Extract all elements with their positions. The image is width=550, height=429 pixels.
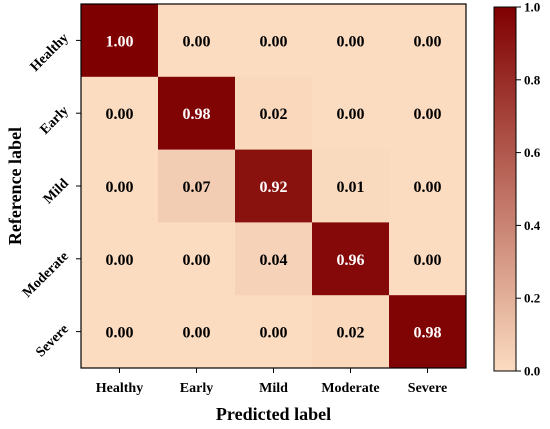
cell-value-label: 0.00 <box>106 252 134 269</box>
y-tick-label: Early <box>38 103 72 137</box>
heatmap-cell <box>389 149 467 223</box>
colorbar <box>493 6 517 372</box>
heatmap-cell <box>158 149 236 223</box>
heatmap-cell <box>81 295 159 369</box>
heatmap-cell <box>235 149 313 223</box>
heatmap-cell <box>81 76 159 151</box>
heatmap-cells: 1.00 0.00 0.00 0.00 0.00 0.00 0.98 0.02 0.00 0.00… <box>81 4 467 369</box>
cell-value-label: 0.00 <box>183 325 211 342</box>
cell-value-label: 0.00 <box>106 106 134 123</box>
heatmap-cell <box>81 222 159 296</box>
cell-value-label: 0.01 <box>337 179 365 196</box>
cell-value-label: 0.00 <box>260 33 288 50</box>
cell-value-label: 0.00 <box>106 325 134 342</box>
cell-value-label: 0.07 <box>183 179 211 196</box>
colorbar-tick-label: 0.2 <box>524 291 540 306</box>
x-tick-label: Moderate <box>321 381 379 396</box>
cell-value-label: 0.98 <box>183 106 211 123</box>
y-tick-label: Healthy <box>28 31 72 75</box>
heatmap-cell <box>389 76 467 151</box>
cell-value-label: 0.00 <box>414 252 442 269</box>
cell-value-label: 0.00 <box>106 179 134 196</box>
heatmap-cell <box>312 4 390 78</box>
x-tick-label: Severe <box>408 381 447 396</box>
y-tick-label: Mild <box>41 176 72 207</box>
heatmap-cell <box>158 295 236 369</box>
colorbar-ticks: 0.0 0.2 0.4 0.6 0.8 1.0 <box>516 0 541 379</box>
colorbar-tick-label: 0.4 <box>524 218 541 233</box>
heatmap-cell <box>389 4 467 78</box>
y-tick-label: Moderate <box>20 249 72 301</box>
heatmap-cell <box>312 76 390 151</box>
heatmap-cell <box>235 4 313 78</box>
cell-value-label: 0.92 <box>260 179 288 196</box>
y-axis-title: Reference label <box>5 127 25 245</box>
heatmap-cell <box>312 149 390 223</box>
cell-value-label: 0.04 <box>260 252 288 269</box>
cell-value-label: 0.00 <box>414 106 442 123</box>
x-tick-labels: Healthy Early Mild Moderate Severe <box>96 368 447 396</box>
y-tick-label: Severe <box>33 322 71 360</box>
colorbar-tick-label: 1.0 <box>524 0 540 15</box>
y-tick-labels: Healthy Early Mild Moderate Severe <box>20 31 81 360</box>
heatmap-cell <box>81 149 159 223</box>
heatmap-cell <box>81 4 159 78</box>
heatmap-cell <box>389 222 467 296</box>
x-tick-label: Healthy <box>96 381 143 396</box>
heatmap-cell <box>312 222 390 296</box>
cell-value-label: 0.00 <box>183 252 211 269</box>
cell-value-label: 0.00 <box>260 325 288 342</box>
heatmap-cell <box>235 295 313 369</box>
heatmap-cell <box>235 76 313 151</box>
cell-value-label: 0.02 <box>260 106 288 123</box>
cell-value-label: 0.96 <box>337 252 365 269</box>
heatmap-cell <box>312 295 390 369</box>
cell-value-label: 1.00 <box>106 33 134 50</box>
x-tick-label: Early <box>180 381 213 396</box>
heatmap-cell <box>389 295 467 369</box>
heatmap-cell <box>158 4 236 78</box>
heatmap-cell <box>158 76 236 151</box>
cell-value-label: 0.00 <box>337 106 365 123</box>
colorbar-tick-label: 0.0 <box>524 364 540 379</box>
colorbar-tick-label: 0.8 <box>524 72 541 87</box>
x-tick-label: Mild <box>259 381 288 396</box>
cell-value-label: 0.98 <box>414 325 442 342</box>
heatmap-cell <box>235 222 313 296</box>
cell-value-label: 0.00 <box>414 179 442 196</box>
x-axis-title: Predicted label <box>216 404 331 424</box>
cell-value-label: 0.00 <box>414 33 442 50</box>
heatmap-cell <box>158 222 236 296</box>
cell-value-label: 0.00 <box>337 33 365 50</box>
cell-value-label: 0.02 <box>337 325 365 342</box>
cell-value-label: 0.00 <box>183 33 211 50</box>
colorbar-tick-label: 0.6 <box>524 145 541 160</box>
